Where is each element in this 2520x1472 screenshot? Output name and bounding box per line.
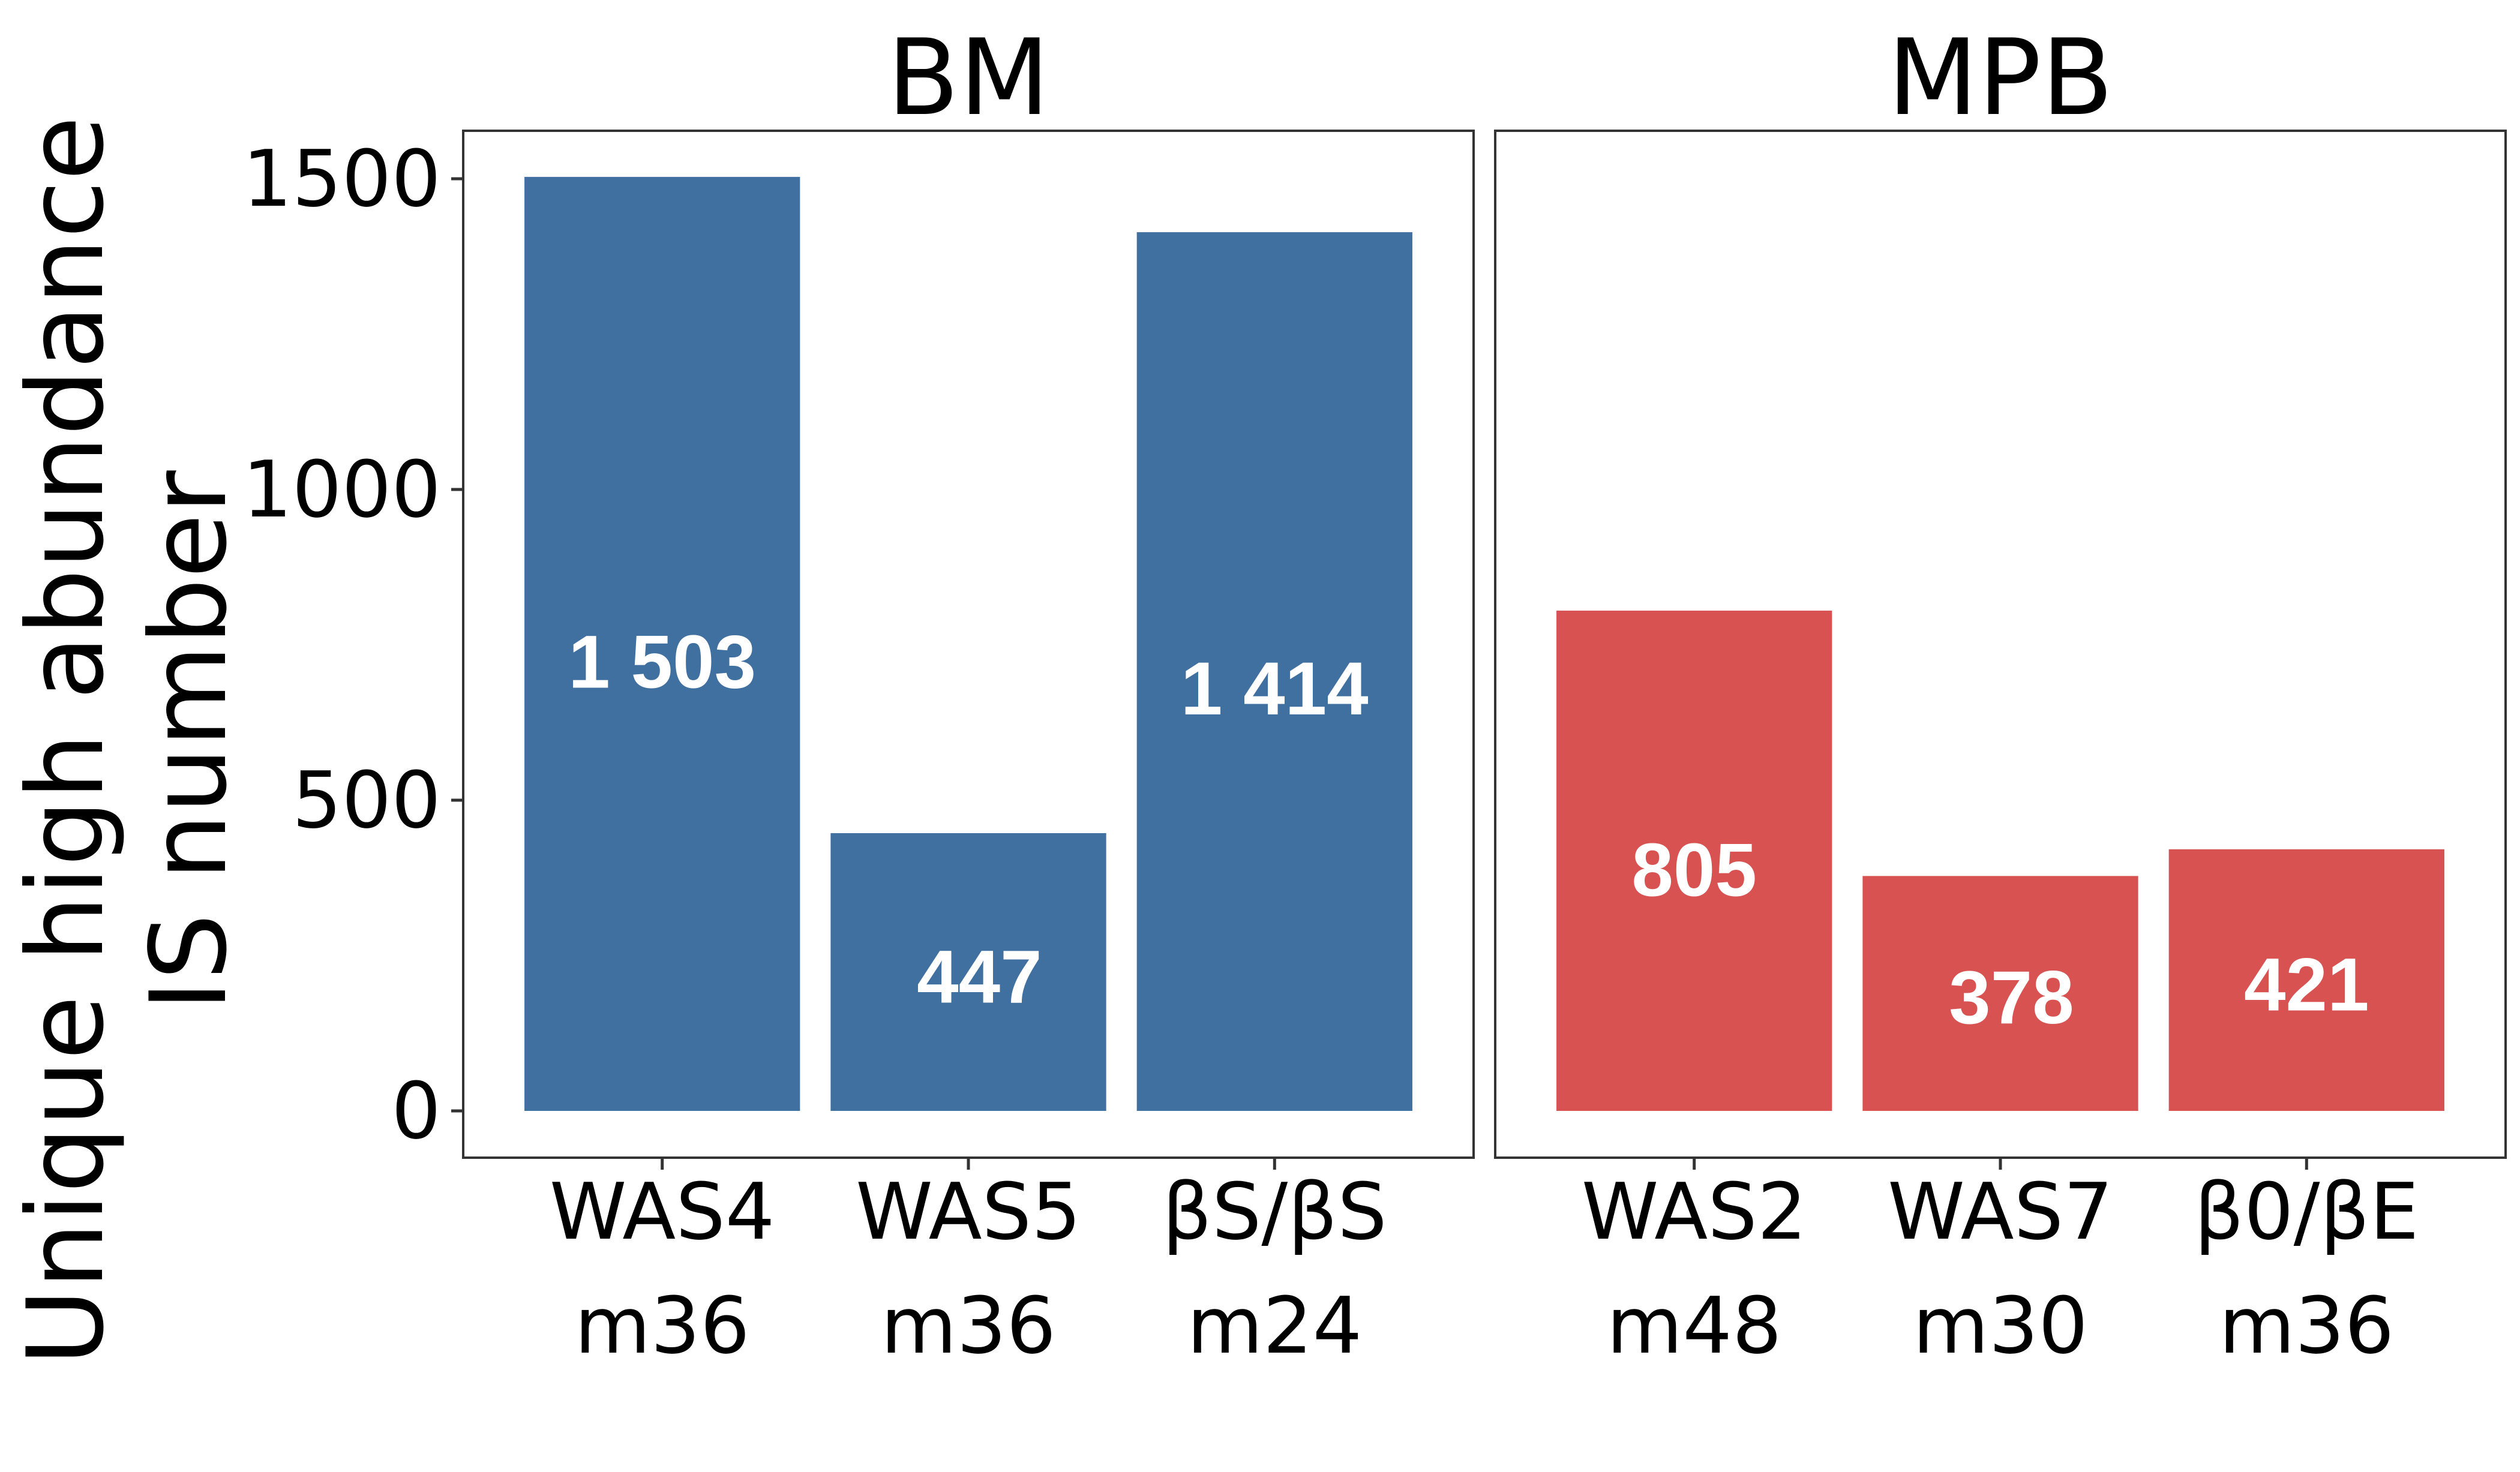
y-axis: 0 500 1000 1500 <box>242 133 463 1156</box>
bar-bm-1 <box>524 176 800 1111</box>
panel-mpb: MPB 805 WAS2 m48 378 WAS7 m30 421 β0/βE m36 <box>1494 17 2507 1371</box>
y-axis-title-line-2: IS number <box>128 470 250 1011</box>
y-tick-label-1500: 1500 <box>242 133 441 224</box>
bar-value-label-bm-3: 1 414 <box>1181 647 1369 731</box>
x-tick-label-mpb-3-line-2: m36 <box>2219 1280 2394 1371</box>
panel-bm: BM 1 503 WAS4 m36 447 WAS5 m36 1 414 βS/βS m24 <box>462 17 1475 1371</box>
x-tick-label-mpb-1-line-2: m48 <box>1607 1280 1782 1371</box>
x-tick-label-bm-1-line-1: WAS4 <box>550 1166 775 1257</box>
bar-value-label-mpb-1: 805 <box>1631 829 1757 912</box>
bar-mpb-3 <box>2168 849 2444 1111</box>
bar-value-label-bm-1: 1 503 <box>568 621 756 704</box>
bar-bm-2 <box>830 833 1106 1111</box>
x-tick-label-bm-2-line-2: m36 <box>881 1280 1056 1371</box>
x-tick-label-mpb-3-line-1: β0/βE <box>2194 1166 2419 1257</box>
x-tick-label-bm-2-line-1: WAS5 <box>856 1166 1081 1257</box>
bar-bm-3 <box>1136 232 1412 1111</box>
bar-value-label-bm-2: 447 <box>917 936 1042 1019</box>
chart-panels: BM 1 503 WAS4 m36 447 WAS5 m36 1 414 βS/βS m24 MPB… <box>462 17 2507 1371</box>
y-axis-title: Unique high abundance IS number <box>5 116 250 1365</box>
x-tick-label-bm-3-line-1: βS/βS <box>1162 1166 1387 1257</box>
x-tick-label-mpb-2-line-1: WAS7 <box>1888 1166 2113 1257</box>
x-tick-label-mpb-1-line-1: WAS2 <box>1582 1166 1807 1257</box>
bar-value-label-mpb-3: 421 <box>2244 944 2369 1027</box>
panel-title-mpb: MPB <box>1888 17 2114 139</box>
y-tick-label-0: 0 <box>391 1065 441 1156</box>
y-tick-label-1000: 1000 <box>242 444 441 535</box>
bar-value-label-mpb-2: 378 <box>1949 956 2074 1040</box>
x-tick-label-bm-1-line-2: m36 <box>575 1280 750 1371</box>
y-tick-label-500: 500 <box>292 755 441 846</box>
panel-title-bm: BM <box>887 17 1049 139</box>
bar-mpb-2 <box>1862 876 2138 1111</box>
bar-mpb-1 <box>1556 611 1832 1111</box>
x-tick-label-mpb-2-line-2: m30 <box>1913 1280 2088 1371</box>
x-tick-label-bm-3-line-2: m24 <box>1187 1280 1362 1371</box>
y-axis-title-line-1: Unique high abundance <box>5 116 127 1365</box>
